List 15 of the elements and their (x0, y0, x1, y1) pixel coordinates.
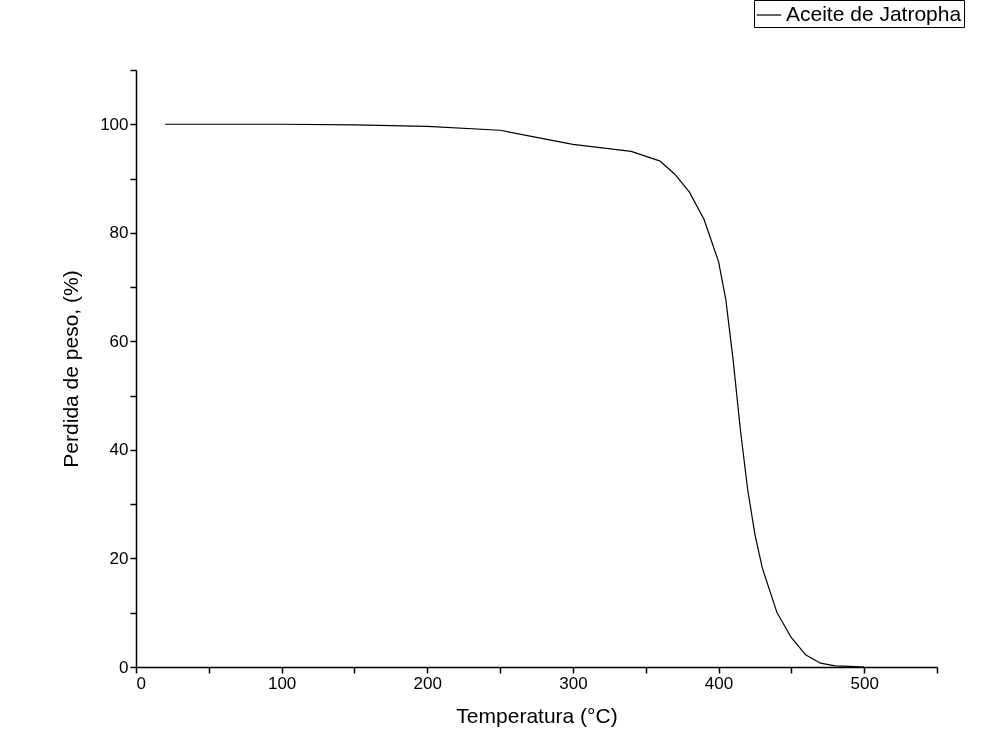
legend-label: Aceite de Jatropha (786, 2, 962, 25)
y-axis-title: Perdida de peso, (%) (59, 270, 83, 468)
y-tick-label: 40 (109, 440, 129, 460)
y-tick-label: 100 (100, 114, 129, 134)
x-tick-label: 500 (850, 673, 879, 693)
y-tick-label: 20 (109, 548, 129, 568)
x-tick-label: 400 (704, 673, 734, 693)
y-tick-label: 80 (109, 223, 129, 243)
x-tick-label: 300 (559, 673, 588, 693)
x-tick-label: 100 (267, 673, 297, 693)
x-tick-label: 200 (413, 673, 442, 693)
y-tick-label: 60 (109, 331, 129, 351)
x-axis-title: Temperatura (°C) (456, 703, 618, 727)
y-tick-label: 0 (119, 657, 129, 677)
x-tick-label: 0 (136, 673, 146, 693)
